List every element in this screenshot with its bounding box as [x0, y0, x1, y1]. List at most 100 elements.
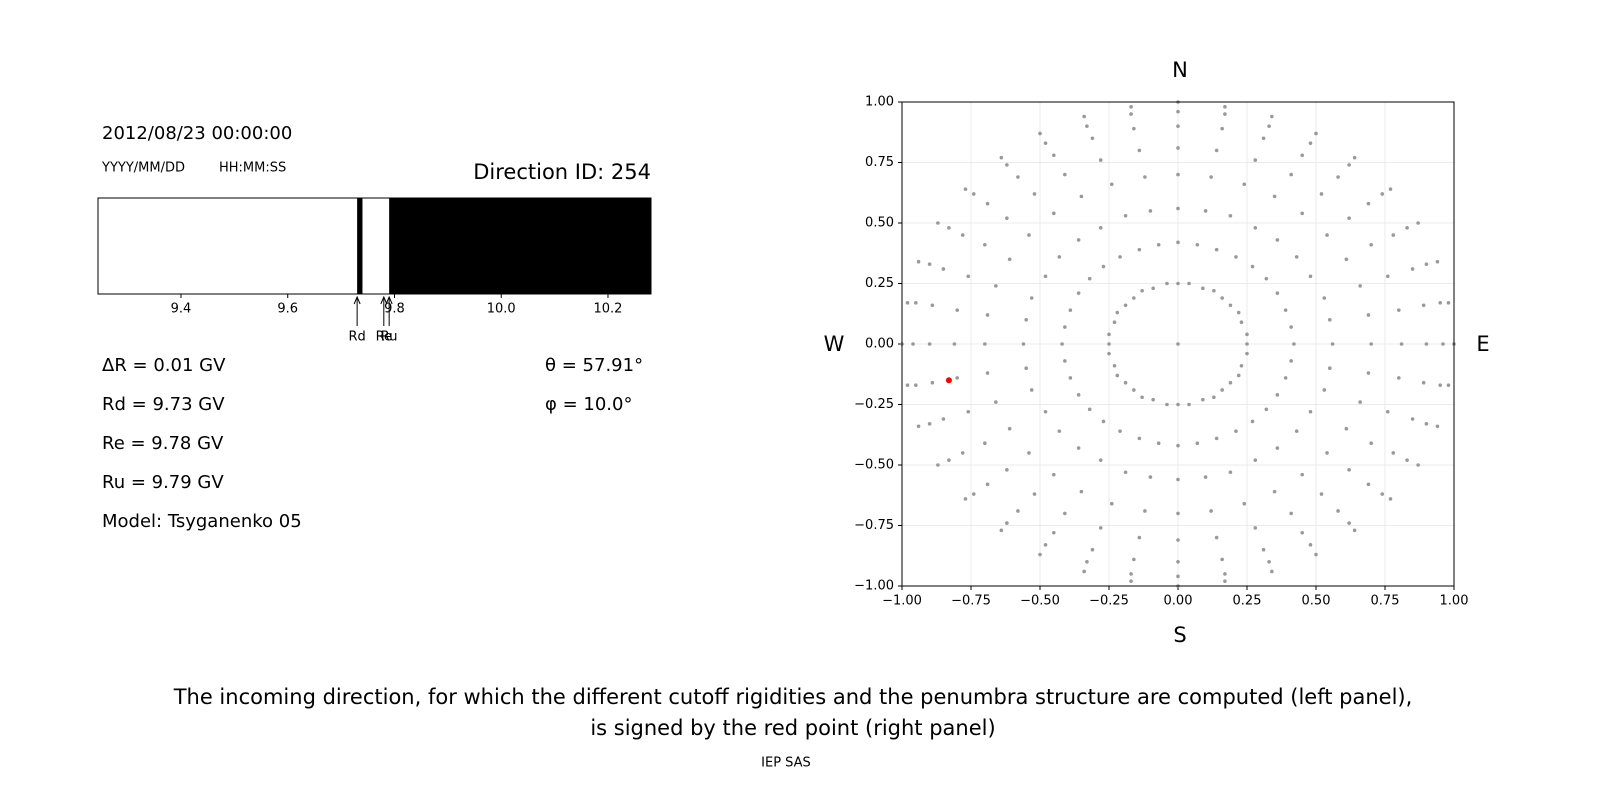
direction-point [1176, 477, 1180, 482]
direction-point [1176, 172, 1180, 177]
direction-point [1057, 255, 1062, 259]
direction-point [1261, 547, 1266, 552]
direction-point [1115, 373, 1120, 378]
direction-point [1388, 497, 1393, 501]
direction-point [1253, 526, 1258, 530]
direction-point [947, 458, 951, 462]
direction-point [1267, 124, 1271, 128]
direction-point [911, 342, 915, 346]
direction-point [966, 274, 971, 279]
direction-point [1300, 211, 1304, 216]
direction-point [1347, 468, 1351, 472]
direction-point [1289, 325, 1293, 329]
direction-point [1239, 363, 1244, 368]
direction-point [1212, 288, 1216, 293]
direction-point [1344, 257, 1349, 262]
direction-point [1212, 395, 1216, 400]
direction-point [1143, 509, 1147, 513]
direction-point [1140, 395, 1144, 400]
direction-point [1129, 112, 1133, 116]
direction-point [1267, 560, 1271, 564]
direction-point [1223, 572, 1227, 576]
compass-label: N [1172, 58, 1188, 82]
direction-point [1137, 535, 1142, 540]
direction-point [1308, 141, 1313, 145]
direction-point [1107, 332, 1111, 337]
direction-point [1314, 552, 1318, 557]
direction-point [1063, 325, 1067, 329]
direction-point [1289, 511, 1293, 516]
direction-point [947, 226, 951, 230]
direction-point [1358, 284, 1362, 288]
direction-point [1325, 233, 1329, 237]
time-format: HH:MM:SS [219, 161, 286, 176]
direction-point [1228, 380, 1233, 385]
direction-point [1201, 397, 1205, 402]
direction-point [1388, 187, 1393, 191]
direction-point [1391, 451, 1396, 455]
x-tick-label: 1.00 [1440, 594, 1469, 609]
direction-point [1043, 274, 1048, 279]
direction-point [1261, 136, 1266, 141]
direction-point [905, 301, 910, 305]
direction-point [1300, 472, 1304, 477]
direction-point [1151, 286, 1155, 291]
direction-point [1098, 458, 1103, 462]
direction-point [1239, 320, 1244, 325]
direction-point [1195, 441, 1200, 446]
direction-point [1352, 155, 1357, 160]
direction-point [1068, 308, 1073, 312]
direction-point [1270, 569, 1274, 574]
direction-point [1275, 291, 1280, 295]
direction-point [1063, 359, 1067, 363]
direction-point [1005, 468, 1009, 472]
direction-point [1336, 509, 1340, 513]
direction-point [985, 482, 990, 487]
penumbra-frame [97, 197, 652, 295]
direction-point [1234, 255, 1238, 259]
direction-point [1076, 393, 1081, 397]
direction-point [1038, 131, 1042, 136]
direction-point [1308, 274, 1313, 279]
direction-point [1416, 463, 1420, 467]
direction-point [1250, 419, 1255, 424]
x-tick-label: −0.75 [951, 594, 991, 609]
direction-point [1380, 492, 1385, 496]
direction-point [1165, 402, 1169, 407]
direction-point [1176, 240, 1180, 245]
direction-point [1441, 342, 1445, 346]
direction-point [1176, 146, 1180, 150]
direction-point [1027, 451, 1031, 455]
caption-line: The incoming direction, for which the di… [173, 685, 1413, 709]
direction-point [1005, 521, 1009, 525]
direction-point [1435, 424, 1440, 429]
direction-point [1132, 296, 1136, 300]
direction-point [1016, 175, 1020, 179]
direction-point [1294, 255, 1299, 259]
compass-label: E [1476, 332, 1489, 356]
direction-point [905, 383, 910, 387]
x-tick-label: 0.75 [1371, 594, 1400, 609]
direction-point [1005, 163, 1009, 167]
direction-point [914, 383, 918, 387]
direction-point [983, 441, 987, 446]
direction-point [1187, 402, 1191, 407]
direction-point [1052, 153, 1056, 158]
direction-point [930, 380, 935, 385]
direction-point [1325, 451, 1329, 455]
x-tick-label: 9.6 [277, 302, 298, 317]
direction-point [936, 463, 940, 467]
y-tick-label: −1.00 [854, 579, 894, 594]
direction-point [1385, 409, 1390, 414]
x-tick-label: 0.25 [1233, 594, 1262, 609]
direction-point [1421, 303, 1426, 308]
direction-point [1137, 436, 1142, 441]
direction-point [1063, 172, 1067, 177]
direction-point [1123, 213, 1128, 218]
direction-point [1165, 281, 1169, 286]
direction-point [927, 342, 932, 346]
direction-point [1438, 301, 1442, 305]
direction-point [1060, 342, 1064, 346]
direction-point [1446, 301, 1451, 305]
